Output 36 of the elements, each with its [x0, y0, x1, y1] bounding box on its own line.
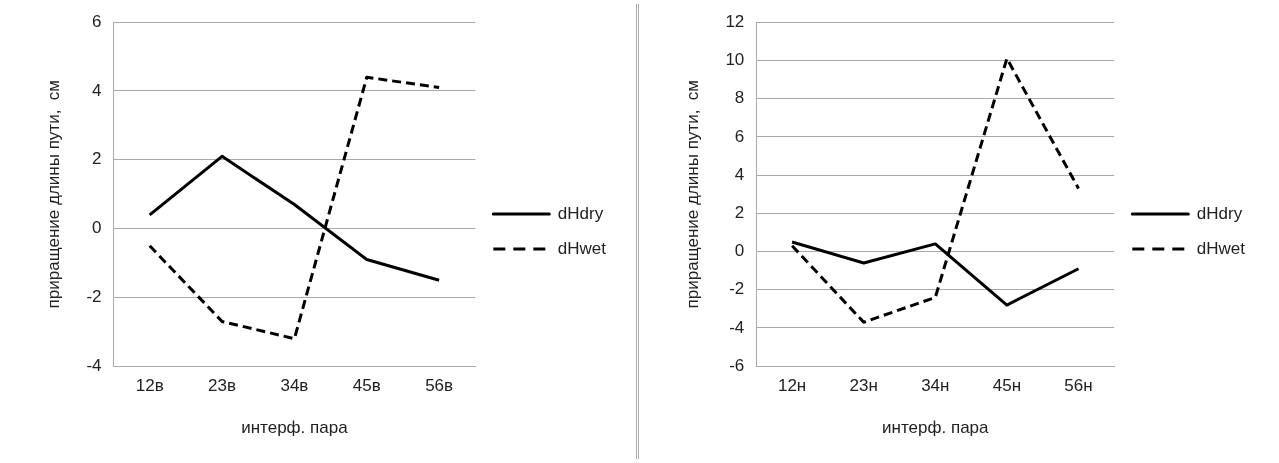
y-axis-title: приращение длины пути, см: [43, 80, 63, 309]
y-tick-label: 2: [92, 149, 102, 169]
x-axis-title: интерф. пара: [241, 418, 349, 438]
y-tick-label: 6: [92, 11, 102, 31]
y-tick-label: -6: [729, 355, 745, 375]
y-tick-label: -4: [729, 317, 745, 337]
x-tick-label: 12н: [777, 376, 807, 396]
x-tick-label: 23н: [849, 376, 878, 396]
y-tick-label: -2: [86, 287, 102, 307]
x-tick-label: 45н: [992, 376, 1022, 396]
x-tick-label: 23в: [208, 376, 237, 396]
y-tick-label: -4: [86, 355, 102, 375]
y-tick-label: 2: [734, 203, 745, 222]
x-tick-label: 34н: [921, 376, 950, 396]
x-tick-label: 56в: [425, 376, 454, 396]
legend-label: dHwet: [1196, 238, 1246, 258]
legend-label: dHdry: [557, 203, 604, 223]
x-tick-label: 56н: [1064, 376, 1093, 396]
y-tick-label: 4: [734, 164, 745, 184]
line-series: [790, 57, 1081, 324]
x-tick-label: 12в: [135, 376, 164, 396]
y-tick-label: 8: [734, 88, 745, 108]
y-tick-label: 4: [92, 80, 102, 100]
y-axis-title: приращение длины пути, см: [682, 80, 702, 309]
y-tick-label: 10: [725, 50, 745, 70]
legend-label: dHwet: [557, 238, 607, 258]
x-axis-title: интерф. пара: [882, 418, 990, 438]
y-tick-label: 0: [92, 218, 102, 238]
line-series: [148, 75, 441, 341]
y-tick-label: 6: [734, 126, 745, 146]
y-tick-label: -2: [729, 279, 745, 299]
y-tick-label: 12: [725, 11, 745, 31]
x-tick-label: 45в: [352, 376, 381, 396]
legend-label: dHdry: [1196, 203, 1243, 223]
y-tick-label: 0: [734, 241, 745, 261]
x-tick-label: 34в: [280, 376, 309, 396]
